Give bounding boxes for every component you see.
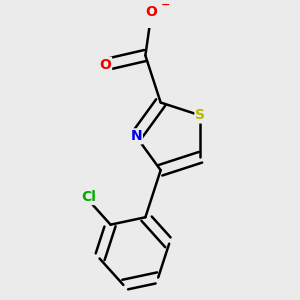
Text: S: S bbox=[195, 109, 206, 122]
Text: O: O bbox=[146, 5, 158, 19]
Text: Cl: Cl bbox=[81, 190, 96, 204]
Text: N: N bbox=[130, 129, 142, 143]
Text: −: − bbox=[161, 0, 170, 9]
Text: O: O bbox=[99, 58, 111, 72]
